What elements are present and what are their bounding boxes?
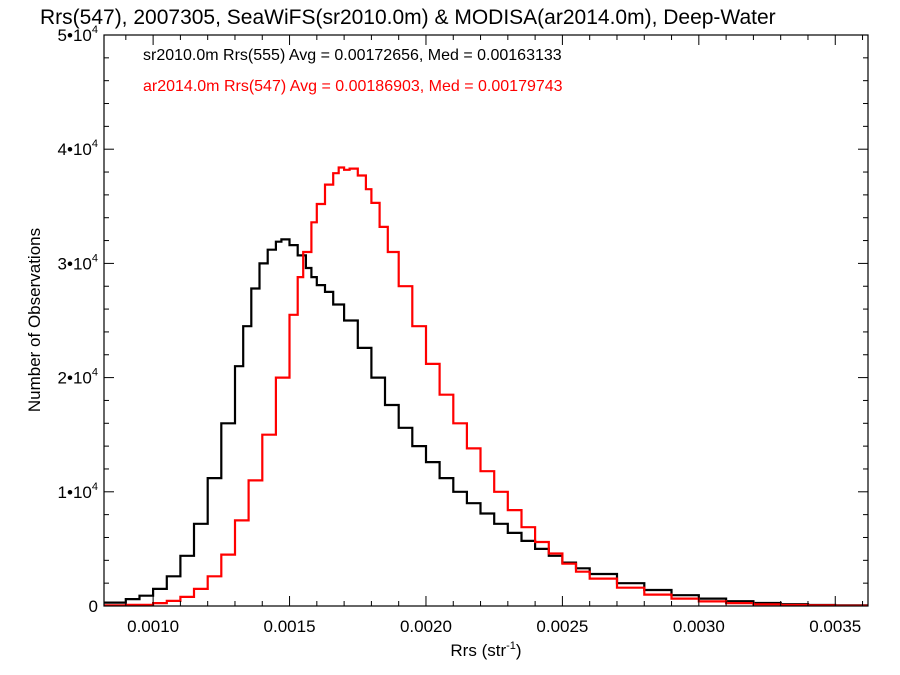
- series-layer: [104, 166, 868, 606]
- y-tick-label: 0: [89, 597, 98, 616]
- x-axis-label: Rrs (str-1): [450, 640, 521, 660]
- y-axis: 0 1•104 2•104 3•104 4•104 5•104: [58, 24, 868, 616]
- x-tick-label: 0.0030: [673, 617, 725, 636]
- y-tick-label: 2•104: [58, 367, 98, 388]
- legend-entry-1: sr2010.0m Rrs(555) Avg = 0.00172656, Med…: [143, 47, 562, 64]
- x-tick-label: 0.0010: [127, 617, 179, 636]
- y-tick-label: 1•104: [58, 481, 98, 502]
- legend: sr2010.0m Rrs(555) Avg = 0.00172656, Med…: [143, 47, 563, 95]
- x-tick-label: 0.0015: [264, 617, 316, 636]
- series-1-line: [104, 238, 868, 606]
- chart-title: Rrs(547), 2007305, SeaWiFS(sr2010.0m) & …: [40, 6, 776, 29]
- x-tick-label: 0.0025: [536, 617, 588, 636]
- legend-entry-2: ar2014.0m Rrs(547) Avg = 0.00186903, Med…: [143, 78, 563, 95]
- x-axis: 0.0010 0.0015 0.0020 0.0025 0.0030 0.0035: [125, 35, 864, 636]
- y-axis-label: Number of Observations: [25, 228, 44, 412]
- y-tick-label: 5•104: [58, 24, 98, 45]
- y-tick-label: 4•104: [58, 138, 98, 159]
- plot-frame: [103, 34, 869, 607]
- x-tick-label: 0.0035: [809, 617, 861, 636]
- series-2-line: [104, 166, 868, 606]
- y-tick-label: 3•104: [58, 252, 98, 273]
- x-tick-label: 0.0020: [400, 617, 452, 636]
